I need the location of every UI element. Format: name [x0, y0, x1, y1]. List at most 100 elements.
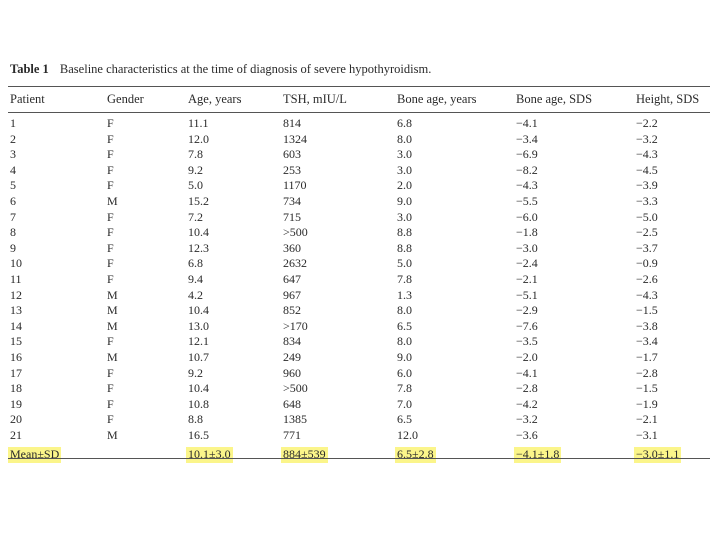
cell-patient: 17 — [10, 365, 22, 380]
table-row: 11 F 9.4 647 7.8 −2.1 −2.6 — [0, 272, 720, 288]
cell-patient: 4 — [10, 162, 16, 177]
cell-bone-age: 8.8 — [397, 225, 412, 240]
cell-height-sds: −1.9 — [636, 396, 658, 411]
cell-patient: 5 — [10, 178, 16, 193]
cell-patient: 14 — [10, 318, 22, 333]
cell-gender: F — [107, 162, 114, 177]
cell-tsh: 603 — [283, 147, 301, 162]
cell-age: 10.8 — [188, 396, 209, 411]
cell-age: 15.2 — [188, 193, 209, 208]
cell-patient: 21 — [10, 427, 22, 442]
cell-patient: 11 — [10, 271, 22, 286]
cell-patient: 18 — [10, 381, 22, 396]
cell-tsh: 960 — [283, 365, 301, 380]
table-row: 8 F 10.4 >500 8.8 −1.8 −2.5 — [0, 225, 720, 241]
cell-patient: 12 — [10, 287, 22, 302]
table-title: Baseline characteristics at the time of … — [59, 62, 432, 76]
table-row: 14 M 13.0 >170 6.5 −7.6 −3.8 — [0, 319, 720, 335]
table-row: 9 F 12.3 360 8.8 −3.0 −3.7 — [0, 241, 720, 257]
cell-patient: 1 — [10, 116, 16, 130]
cell-tsh: 814 — [283, 116, 301, 130]
cell-age: 9.4 — [188, 271, 203, 286]
column-header-age: Age, years — [188, 92, 242, 106]
cell-height-sds: −2.6 — [636, 271, 658, 286]
cell-gender: F — [107, 147, 114, 162]
cell-age: 13.0 — [188, 318, 209, 333]
cell-age: 7.2 — [188, 209, 203, 224]
cell-patient: 10 — [10, 256, 22, 271]
cell-bone-age: 6.0 — [397, 365, 412, 380]
cell-gender: F — [107, 116, 114, 130]
cell-bone-age: 3.0 — [397, 162, 412, 177]
table-row: 21 M 16.5 771 12.0 −3.6 −3.1 — [0, 428, 720, 444]
cell-bone-age: 6.8 — [397, 116, 412, 130]
cell-bone-age-sds: −3.5 — [516, 334, 538, 349]
column-header-patient: Patient — [10, 92, 45, 106]
cell-bone-age-sds: −4.3 — [516, 178, 538, 193]
cell-bone-age: 7.0 — [397, 396, 412, 411]
table-row: 1 F 11.1 814 6.8 −4.1 −2.2 — [0, 116, 720, 132]
cell-bone-age: 8.8 — [397, 240, 412, 255]
cell-age: 10.4 — [188, 303, 209, 318]
cell-gender: M — [107, 303, 118, 318]
cell-gender: F — [107, 396, 114, 411]
cell-patient: 2 — [10, 131, 16, 146]
cell-bone-age-sds: −3.2 — [516, 412, 538, 427]
cell-bone-age-sds: −2.8 — [516, 381, 538, 396]
summary-bone-age-sds: −4.1±1.8 — [514, 447, 562, 464]
cell-bone-age-sds: −6.0 — [516, 209, 538, 224]
summary-bone-age: 6.5±2.8 — [395, 447, 436, 464]
table-row: 12 M 4.2 967 1.3 −5.1 −4.3 — [0, 288, 720, 304]
cell-bone-age-sds: −4.1 — [516, 365, 538, 380]
cell-bone-age: 8.0 — [397, 334, 412, 349]
cell-gender: M — [107, 427, 118, 442]
cell-height-sds: −3.1 — [636, 427, 658, 442]
cell-gender: F — [107, 256, 114, 271]
table-row: 6 M 15.2 734 9.0 −5.5 −3.3 — [0, 194, 720, 210]
cell-height-sds: −4.5 — [636, 162, 658, 177]
cell-gender: F — [107, 225, 114, 240]
cell-bone-age: 12.0 — [397, 427, 418, 442]
cell-patient: 13 — [10, 303, 22, 318]
cell-bone-age: 6.5 — [397, 318, 412, 333]
cell-gender: F — [107, 178, 114, 193]
column-header-tsh: TSH, mIU/L — [283, 92, 347, 106]
cell-height-sds: −1.5 — [636, 381, 658, 396]
cell-tsh: 360 — [283, 240, 301, 255]
cell-patient: 16 — [10, 349, 22, 364]
cell-bone-age-sds: −2.9 — [516, 303, 538, 318]
header-rule — [8, 112, 710, 113]
table-row: 5 F 5.0 1170 2.0 −4.3 −3.9 — [0, 178, 720, 194]
cell-height-sds: −5.0 — [636, 209, 658, 224]
cell-tsh: 834 — [283, 334, 301, 349]
cell-tsh: >170 — [283, 318, 308, 333]
cell-bone-age: 3.0 — [397, 209, 412, 224]
cell-bone-age: 8.0 — [397, 303, 412, 318]
cell-bone-age-sds: −3.0 — [516, 240, 538, 255]
cell-age: 10.4 — [188, 381, 209, 396]
table-row: 7 F 7.2 715 3.0 −6.0 −5.0 — [0, 210, 720, 226]
cell-age: 5.0 — [188, 178, 203, 193]
cell-tsh: 771 — [283, 427, 301, 442]
cell-tsh: 715 — [283, 209, 301, 224]
cell-bone-age: 9.0 — [397, 349, 412, 364]
cell-gender: F — [107, 365, 114, 380]
cell-gender: M — [107, 193, 118, 208]
cell-bone-age: 7.8 — [397, 271, 412, 286]
table-label: Table 1 — [10, 62, 49, 76]
table-row: 15 F 12.1 834 8.0 −3.5 −3.4 — [0, 334, 720, 350]
table-caption: Table 1 Baseline characteristics at the … — [10, 62, 431, 77]
cell-age: 8.8 — [188, 412, 203, 427]
column-header-height-sds: Height, SDS — [636, 92, 700, 106]
summary-height-sds: −3.0±1.1 — [634, 447, 682, 464]
table-row: 16 M 10.7 249 9.0 −2.0 −1.7 — [0, 350, 720, 366]
cell-height-sds: −1.7 — [636, 349, 658, 364]
cell-gender: F — [107, 381, 114, 396]
table-row: 2 F 12.0 1324 8.0 −3.4 −3.2 — [0, 132, 720, 148]
cell-tsh: 1324 — [283, 131, 307, 146]
cell-age: 10.7 — [188, 349, 209, 364]
cell-bone-age-sds: −4.1 — [516, 116, 538, 130]
cell-patient: 7 — [10, 209, 16, 224]
cell-gender: F — [107, 412, 114, 427]
cell-patient: 19 — [10, 396, 22, 411]
